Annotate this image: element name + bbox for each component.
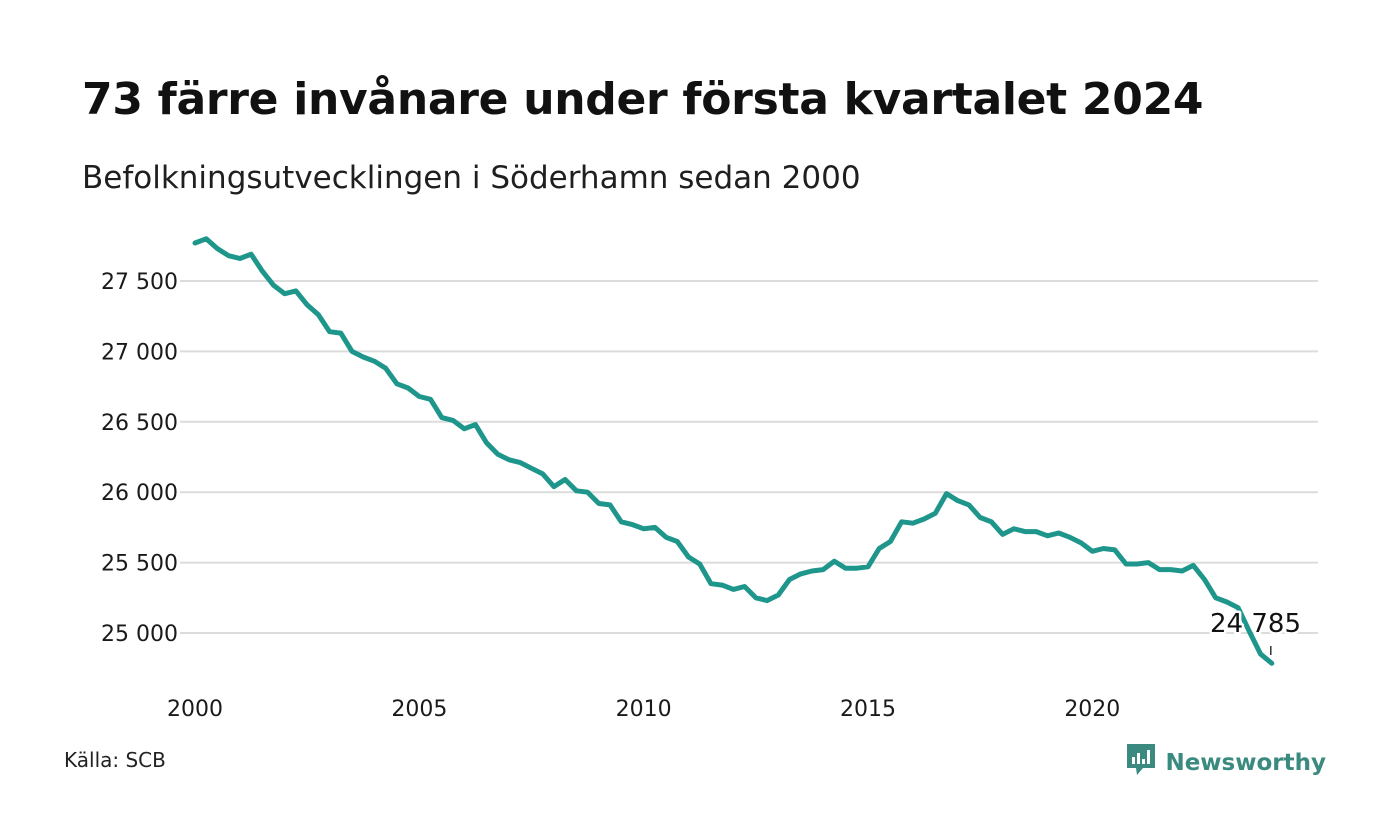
chart-title: 73 färre invånare under första kvartalet… bbox=[82, 74, 1204, 125]
newsworthy-logo-icon bbox=[1125, 742, 1157, 783]
x-tick-label: 2015 bbox=[840, 697, 896, 722]
y-tick-label: 25 000 bbox=[101, 622, 178, 647]
x-tick-label: 2010 bbox=[616, 697, 672, 722]
x-tick-label: 2005 bbox=[391, 697, 447, 722]
series-group bbox=[192, 236, 1275, 666]
annotation-group: 24 785 bbox=[1208, 607, 1304, 655]
chart-subtitle: Befolkningsutvecklingen i Söderhamn seda… bbox=[82, 160, 861, 196]
y-tick-label: 25 500 bbox=[101, 552, 178, 577]
brand-name: Newsworthy bbox=[1165, 749, 1326, 776]
y-tick-label: 27 000 bbox=[101, 340, 178, 365]
y-tick-label: 26 500 bbox=[101, 411, 178, 436]
x-tick-label: 2020 bbox=[1064, 697, 1120, 722]
brand-logo[interactable]: Newsworthy bbox=[1125, 742, 1326, 783]
source-note: Källa: SCB bbox=[64, 748, 166, 772]
gridlines bbox=[180, 280, 1318, 634]
y-tick-label: 26 000 bbox=[101, 481, 178, 506]
series-line bbox=[192, 236, 1275, 666]
x-axis-tick-labels: 2000 2005 2010 2015 2020 bbox=[167, 697, 1120, 722]
x-tick-label: 2000 bbox=[167, 697, 223, 722]
y-axis-tick-labels: 25 000 25 500 26 000 26 500 27 000 27 500 bbox=[101, 270, 178, 647]
end-value-label: 24 785 bbox=[1210, 609, 1301, 639]
y-tick-label: 27 500 bbox=[101, 270, 178, 295]
